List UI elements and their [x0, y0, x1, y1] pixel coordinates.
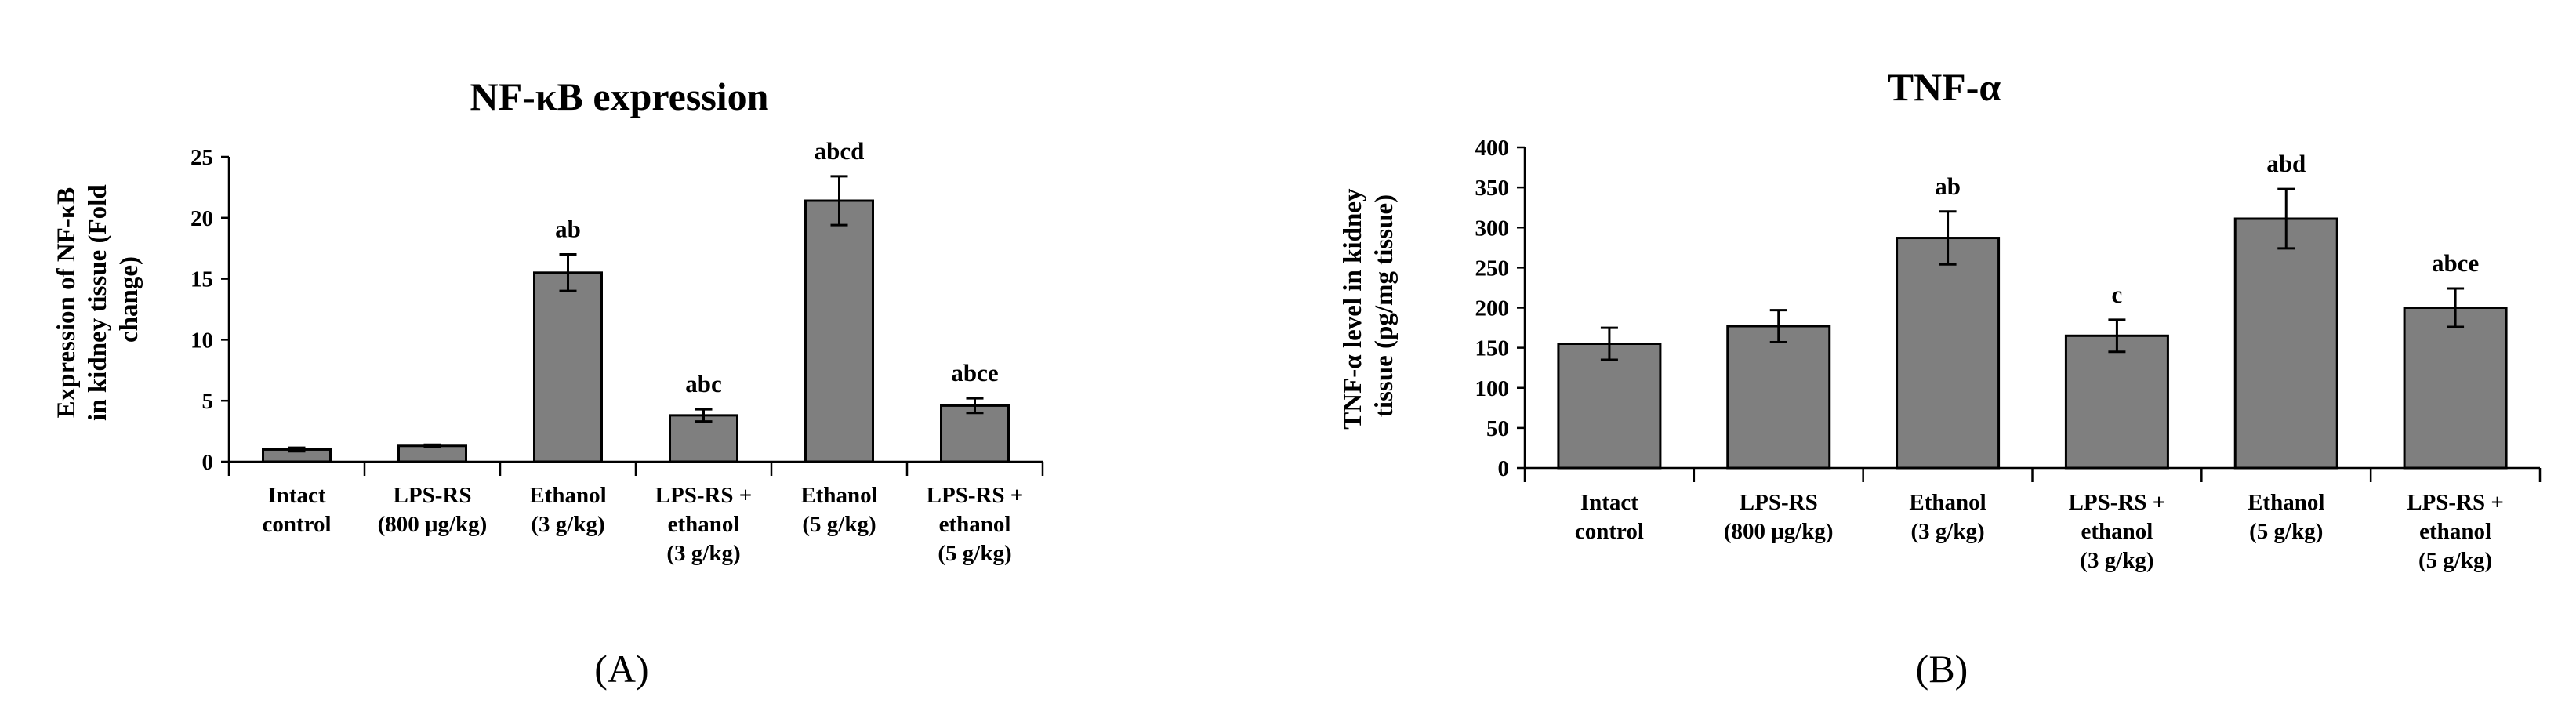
y-tick-label: 350 — [1475, 176, 1510, 201]
x-tick-label: LPS-RS (800 μg/kg) — [378, 483, 488, 537]
y-tick-label: 15 — [190, 267, 213, 292]
y-tick-label: 0 — [1498, 456, 1510, 481]
significance-label: abce — [2432, 249, 2479, 277]
bar — [669, 414, 738, 463]
significance-label: abcd — [815, 137, 865, 165]
y-tick-label: 400 — [1475, 136, 1510, 161]
x-tick-label: LPS-RS + ethanol (3 g/kg) — [655, 483, 753, 566]
bar — [1557, 343, 1662, 470]
x-tick-label-line: control — [1575, 519, 1644, 544]
x-tick-label-line: LPS-RS + — [927, 483, 1024, 508]
significance-label: ab — [555, 215, 581, 242]
x-tick-label-line: LPS-RS + — [655, 483, 753, 508]
x-tick-label: LPS-RS + ethanol (5 g/kg) — [2407, 490, 2504, 573]
significance-label: c — [2112, 281, 2123, 308]
y-tick-label: 5 — [202, 389, 214, 414]
x-tick-label: Ethanol (5 g/kg) — [2248, 490, 2324, 544]
x-tick-label-line: (3 g/kg) — [2080, 548, 2153, 573]
bar — [533, 271, 603, 463]
y-tick-label: 200 — [1475, 296, 1510, 321]
x-tick-label-line: ethanol — [668, 512, 740, 537]
significance-label: ab — [1935, 172, 1961, 200]
x-tick-label: Intact control — [262, 483, 331, 537]
x-tick-label-line: (5 g/kg) — [2418, 548, 2492, 573]
x-tick-label-line: Intact — [1580, 490, 1638, 515]
bar — [940, 404, 1010, 463]
x-tick-label-line: Intact — [267, 483, 325, 508]
bar — [2064, 334, 2169, 470]
y-axis-label-line: TNF-α level in kidney — [1339, 188, 1367, 430]
y-axis-label-line: tissue (pg/mg tissue) — [1370, 194, 1399, 417]
y-tick-label: 150 — [1475, 336, 1510, 361]
y-tick-label: 300 — [1475, 216, 1510, 241]
x-tick-label-line: (5 g/kg) — [938, 541, 1011, 566]
significance-label: abc — [685, 370, 722, 397]
y-tick-label: 250 — [1475, 256, 1510, 281]
significance-label: abd — [2266, 150, 2306, 177]
x-tick-label-line: (3 g/kg) — [531, 512, 604, 537]
bar — [1896, 237, 2001, 470]
x-tick-label-line: Ethanol — [529, 483, 606, 508]
y-axis-label-line: change) — [115, 256, 143, 343]
y-tick-label: 0 — [202, 450, 214, 475]
x-tick-label-line: ethanol — [2419, 519, 2491, 544]
x-tick-label-line: ethanol — [2081, 519, 2153, 544]
x-tick-label-line: Ethanol — [800, 483, 877, 508]
y-tick-label: 50 — [1486, 416, 1509, 441]
x-tick-label-line: (5 g/kg) — [2249, 519, 2323, 544]
bar — [2403, 307, 2508, 470]
bar — [804, 199, 874, 463]
y-tick-label: 100 — [1475, 376, 1510, 401]
chart-title: NF-κB expression — [470, 74, 768, 118]
x-tick-label: Intact control — [1575, 490, 1644, 544]
x-tick-label: LPS-RS (800 μg/kg) — [1724, 490, 1834, 544]
x-tick-label-line: ethanol — [939, 512, 1011, 537]
bar — [1726, 325, 1831, 470]
x-tick-label-line: Ethanol — [2248, 490, 2324, 515]
y-axis-label: Expression of NF-κB in kidney tissue (Fo… — [53, 178, 143, 421]
x-tick-label: LPS-RS + ethanol (5 g/kg) — [927, 483, 1024, 566]
x-tick-label-line: LPS-RS — [394, 483, 472, 508]
x-tick-label-line: Ethanol — [1909, 490, 1986, 515]
y-axis-label-line: in kidney tissue (Fold — [84, 184, 112, 421]
x-tick-label-line: LPS-RS + — [2407, 490, 2504, 515]
x-tick-label: Ethanol (3 g/kg) — [529, 483, 606, 537]
bar — [2233, 217, 2338, 470]
x-tick-label: Ethanol (3 g/kg) — [1909, 490, 1986, 544]
significance-label: abce — [951, 359, 998, 386]
x-tick-label: LPS-RS + ethanol (3 g/kg) — [2069, 490, 2166, 573]
chart-title: TNF-α — [1888, 65, 2001, 109]
chart-nfkb: NF-κB expression Expression of NF-κB in … — [53, 74, 1044, 691]
x-tick-label-line: (800 μg/kg) — [1724, 519, 1834, 544]
x-tick-label-line: LPS-RS — [1740, 490, 1818, 515]
x-tick-label-line: (5 g/kg) — [802, 512, 876, 537]
y-tick-label: 20 — [190, 206, 213, 231]
y-tick-label: 25 — [190, 145, 213, 170]
x-tick-label-line: (3 g/kg) — [666, 541, 740, 566]
panel-label: (A) — [594, 647, 648, 691]
y-axis-label: TNF-α level in kidney tissue (pg/mg tiss… — [1339, 182, 1399, 429]
panel-label: (B) — [1916, 647, 1968, 691]
x-tick-label-line: LPS-RS + — [2069, 490, 2166, 515]
x-tick-label: Ethanol (5 g/kg) — [800, 483, 877, 537]
x-tick-label-line: (800 μg/kg) — [378, 512, 488, 537]
y-axis-label-line: Expression of NF-κB — [53, 187, 81, 419]
x-tick-label-line: (3 g/kg) — [1910, 519, 1984, 544]
chart-tnf-alpha: TNF-α TNF-α level in kidney tissue (pg/m… — [1339, 65, 2542, 691]
x-tick-label-line: control — [262, 512, 331, 537]
y-tick-label: 10 — [190, 328, 213, 353]
